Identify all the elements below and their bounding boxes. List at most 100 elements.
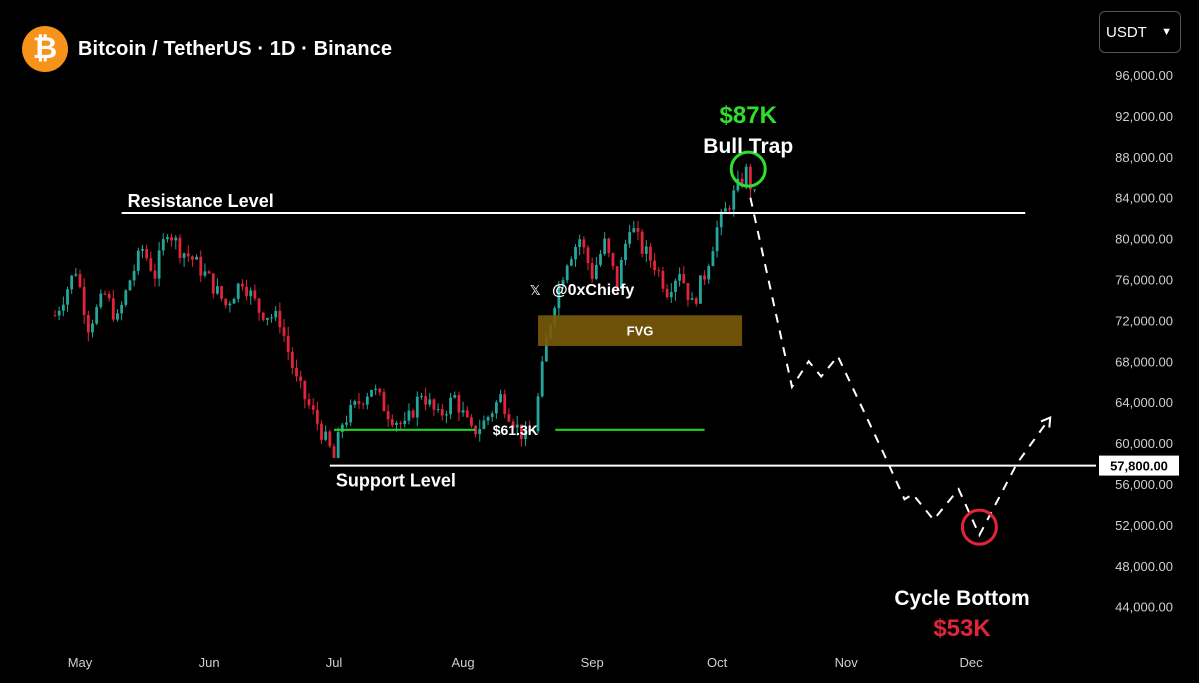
support-label: Support Level — [336, 471, 456, 491]
candle-body — [715, 227, 719, 252]
candle-body — [86, 315, 90, 333]
candle-body — [665, 288, 669, 298]
candle-body — [120, 304, 124, 314]
projection-arrowhead-icon — [1040, 415, 1052, 428]
candle-body — [465, 410, 469, 418]
candle-body — [436, 409, 440, 411]
candle-body — [569, 259, 573, 266]
candle-body — [311, 405, 315, 410]
candle-body — [95, 307, 99, 324]
candles — [53, 163, 756, 459]
candle-body — [503, 394, 507, 414]
candle-body — [74, 274, 78, 276]
candle-body — [240, 283, 244, 287]
candle-body — [615, 266, 619, 289]
candle-body — [653, 260, 657, 271]
candle-body — [594, 264, 598, 279]
y-tick-label: 96,000.00 — [1115, 68, 1173, 83]
candle-body — [574, 247, 577, 260]
y-tick-label: 84,000.00 — [1115, 191, 1173, 206]
candle-body — [557, 285, 561, 309]
candle-body — [336, 432, 340, 458]
candle-body — [357, 401, 361, 404]
candle-body — [440, 409, 444, 416]
candle-body — [286, 335, 290, 352]
candle-body — [407, 410, 411, 421]
candle-body — [295, 367, 298, 377]
candle-body — [740, 178, 744, 186]
candle-body — [511, 421, 515, 428]
candle-body — [370, 389, 373, 397]
candle-body — [719, 211, 723, 228]
bull-trap-label: Bull Trap — [703, 135, 793, 158]
candle-body — [303, 380, 307, 400]
x-tick-label: Jul — [326, 655, 343, 670]
candle-body — [561, 280, 565, 286]
candle-body — [107, 293, 111, 299]
candle-body — [245, 286, 248, 297]
candle-body — [170, 237, 174, 241]
candle-body — [628, 232, 632, 244]
candle-body — [228, 303, 232, 306]
candle-body — [711, 251, 715, 267]
candle-body — [607, 238, 611, 254]
candle-body — [136, 250, 140, 271]
candle-body — [320, 423, 323, 440]
bitcoin-logo-icon: ₿ — [22, 26, 68, 72]
x-tick-label: Jun — [199, 655, 220, 670]
candle-body — [178, 237, 182, 258]
candle-body — [66, 289, 69, 305]
candle-body — [145, 248, 149, 259]
candle-body — [395, 422, 398, 425]
candle-body — [744, 166, 748, 186]
candle-body — [420, 396, 423, 398]
candle-body — [428, 399, 432, 405]
support-price-label: 57,800.00 — [1110, 459, 1168, 474]
candle-body — [103, 293, 107, 295]
candle-body — [536, 396, 540, 432]
candle-body — [195, 256, 198, 260]
y-tick-label: 56,000.00 — [1115, 477, 1173, 492]
candle-body — [494, 402, 498, 414]
candle-body — [61, 304, 65, 311]
y-tick-label: 80,000.00 — [1115, 232, 1173, 247]
candle-body — [669, 292, 673, 298]
candle-body — [449, 397, 452, 415]
candle-body — [611, 253, 615, 267]
fvg-zone — [538, 315, 743, 346]
candle-body — [274, 310, 278, 318]
candle-body — [453, 395, 457, 398]
candle-body — [657, 270, 661, 272]
candle-body — [528, 428, 532, 432]
x-logo-icon: 𝕏 — [530, 283, 541, 298]
currency-select[interactable]: USDT ▼ — [1099, 11, 1181, 53]
candle-body — [382, 392, 386, 412]
candle-body — [544, 337, 548, 362]
candle-body — [340, 424, 344, 433]
candle-body — [174, 237, 178, 241]
candle-body — [211, 273, 215, 294]
candle-body — [636, 228, 640, 232]
chart-header: ₿ Bitcoin / TetherUS · 1D · Binance — [22, 26, 392, 72]
y-tick-label: 44,000.00 — [1115, 600, 1173, 615]
candle-body — [424, 396, 428, 405]
candle-body — [324, 431, 328, 440]
candle-body — [736, 178, 740, 191]
candle-body — [224, 298, 228, 306]
candle-body — [265, 317, 269, 320]
x-tick-label: Sep — [581, 655, 604, 670]
y-tick-label: 76,000.00 — [1115, 273, 1173, 288]
candle-body — [132, 270, 136, 281]
candle-body — [157, 250, 161, 279]
candle-body — [690, 298, 694, 300]
candle-body — [474, 425, 477, 435]
x-tick-label: Nov — [835, 655, 859, 670]
bull-trap-circle — [729, 150, 767, 188]
candle-body — [649, 246, 652, 261]
candle-body — [540, 361, 544, 397]
x-tick-label: Dec — [960, 655, 984, 670]
candle-body — [619, 260, 623, 289]
candle-body — [307, 399, 311, 406]
watermark: @0xChiefy — [552, 282, 634, 299]
candle-body — [53, 315, 57, 317]
